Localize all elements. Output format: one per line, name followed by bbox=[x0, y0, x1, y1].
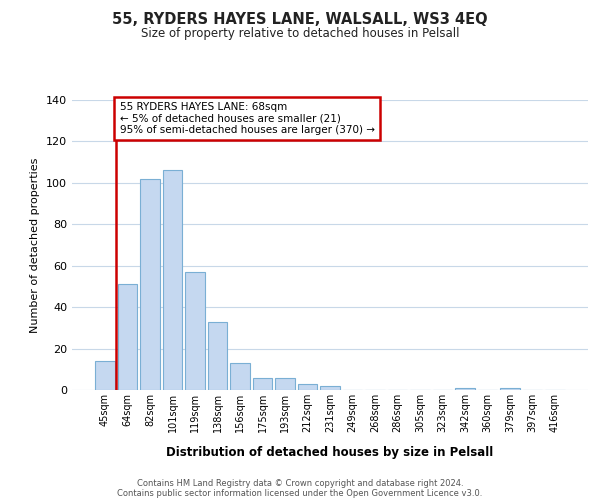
Bar bbox=[298, 384, 317, 390]
Y-axis label: Number of detached properties: Number of detached properties bbox=[31, 158, 40, 332]
Bar bbox=[118, 284, 137, 390]
Bar bbox=[208, 322, 227, 390]
Text: 55, RYDERS HAYES LANE, WALSALL, WS3 4EQ: 55, RYDERS HAYES LANE, WALSALL, WS3 4EQ bbox=[112, 12, 488, 28]
Text: Distribution of detached houses by size in Pelsall: Distribution of detached houses by size … bbox=[166, 446, 494, 459]
Bar bbox=[95, 361, 115, 390]
Bar bbox=[320, 386, 340, 390]
Bar bbox=[253, 378, 272, 390]
Bar bbox=[185, 272, 205, 390]
Text: Size of property relative to detached houses in Pelsall: Size of property relative to detached ho… bbox=[141, 28, 459, 40]
Bar bbox=[455, 388, 475, 390]
Bar bbox=[140, 178, 160, 390]
Text: Contains HM Land Registry data © Crown copyright and database right 2024.: Contains HM Land Registry data © Crown c… bbox=[137, 478, 463, 488]
Text: Contains public sector information licensed under the Open Government Licence v3: Contains public sector information licen… bbox=[118, 488, 482, 498]
Bar bbox=[275, 378, 295, 390]
Text: 55 RYDERS HAYES LANE: 68sqm
← 5% of detached houses are smaller (21)
95% of semi: 55 RYDERS HAYES LANE: 68sqm ← 5% of deta… bbox=[119, 102, 374, 136]
Bar bbox=[230, 363, 250, 390]
Bar bbox=[163, 170, 182, 390]
Bar bbox=[500, 388, 520, 390]
